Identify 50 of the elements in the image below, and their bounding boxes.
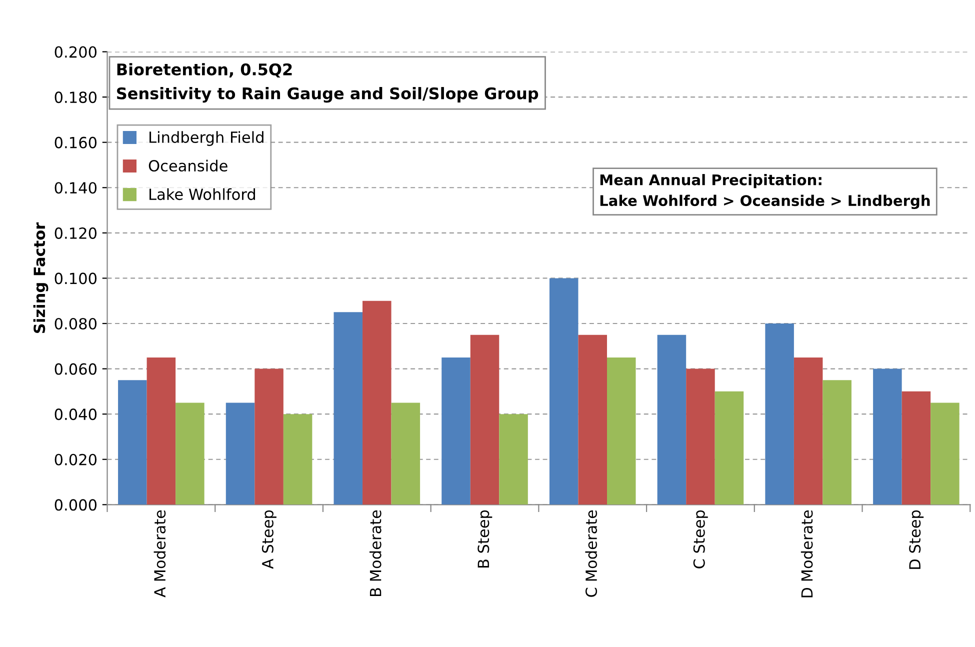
bar: [118, 380, 147, 505]
bar: [765, 324, 794, 505]
bar: [334, 312, 363, 505]
x-tick-label: C Moderate: [585, 510, 598, 597]
legend-label: Lindbergh Field: [150, 131, 264, 146]
bar: [254, 368, 284, 505]
text: Sensitivity to Rain Gauge and Soil/Slope Group: [117, 87, 538, 103]
x-tick-label: D Steep: [909, 510, 924, 569]
x-tick-label: C Steep: [693, 510, 708, 568]
y-tick-label: 0.160: [54, 136, 97, 148]
bar: [549, 278, 578, 505]
y-tick-label: 0.140: [54, 182, 97, 194]
x-tick-label: D Moderate: [800, 510, 813, 598]
y-tick-label: 0.180: [54, 92, 97, 104]
y-tick-label: 0.000: [54, 499, 97, 511]
bar: [283, 414, 312, 505]
bar: [499, 414, 528, 505]
legend-label: Oceanside: [148, 160, 228, 172]
bar: [176, 402, 204, 505]
bar: [362, 300, 392, 505]
x-tick-label: B Moderate: [370, 510, 382, 596]
y-tick-label: 0.040: [54, 408, 97, 420]
bar: [391, 402, 420, 505]
bar: [657, 334, 686, 505]
bar: [226, 402, 255, 505]
x-tick-label: B Steep: [478, 510, 492, 568]
bar: [794, 357, 823, 505]
bar: [873, 368, 902, 505]
text: Bioretention, 0.5Q2: [117, 63, 292, 78]
bar: [822, 380, 852, 505]
y-tick-label: 0.060: [54, 363, 97, 375]
bar: [470, 334, 500, 505]
bar: [607, 357, 636, 505]
y-axis-title: Sizing Factor: [33, 222, 48, 333]
bar: [578, 334, 607, 505]
y-tick-label: 0.080: [54, 318, 97, 330]
bar: [930, 402, 960, 505]
bar: [902, 391, 931, 505]
y-tick-label: 0.020: [54, 454, 97, 466]
bar: [714, 391, 744, 505]
legend-label: Lake Wohlford: [150, 188, 255, 200]
annotation: Mean Annual Precipitation: Lake Wohlford > Oceanside > Lindbergh: [600, 174, 930, 210]
bar: [442, 357, 470, 505]
bar: [686, 368, 715, 505]
y-tick-label: 0.100: [54, 272, 97, 284]
x-tick-label: A Moderate: [154, 510, 166, 598]
x-tick-label: A Steep: [262, 510, 276, 569]
bar: [146, 357, 176, 505]
y-tick-label: 0.120: [54, 227, 97, 239]
y-tick-label: 0.200: [54, 46, 97, 58]
